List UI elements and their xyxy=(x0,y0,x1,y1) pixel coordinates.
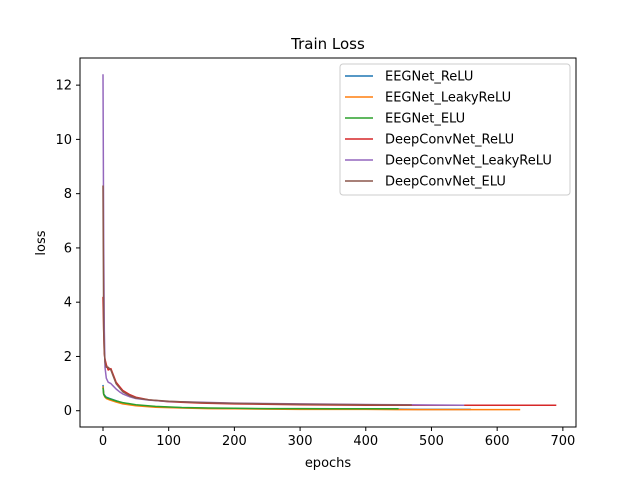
plot-area-frame xyxy=(79,57,577,428)
series-line-5 xyxy=(102,185,412,406)
y-tick-label-0: 0 xyxy=(64,404,72,419)
x-tick-label-7: 700 xyxy=(550,434,575,449)
x-tick-label-4: 400 xyxy=(353,434,378,449)
legend-label-0: EEGNet_ReLU xyxy=(385,70,473,85)
chart-title: Train Loss xyxy=(290,35,365,53)
x-tick-label-0: 0 xyxy=(99,434,107,449)
x-tick-label-1: 100 xyxy=(156,434,181,449)
legend-label-1: EEGNet_LeakyReLU xyxy=(385,91,511,106)
legend: EEGNet_ReLU EEGNet_LeakyReLU EEGNet_ELU Dee… xyxy=(339,63,571,196)
x-axis: 0 100 200 300 400 500 600 700 xyxy=(99,427,575,449)
legend-label-5: DeepConvNet_ELU xyxy=(385,175,506,190)
y-axis-label: loss xyxy=(34,230,49,255)
x-axis-label: epochs xyxy=(305,456,352,471)
legend-frame xyxy=(339,63,571,196)
y-tick-label-5: 10 xyxy=(55,133,72,148)
x-tick-label-3: 300 xyxy=(288,434,313,449)
x-tick-label-2: 200 xyxy=(222,434,247,449)
y-tick-label-4: 8 xyxy=(64,187,72,202)
y-tick-label-3: 6 xyxy=(64,241,72,256)
y-tick-label-6: 12 xyxy=(55,79,72,94)
y-axis: 0 2 4 6 8 10 12 xyxy=(55,79,80,419)
y-tick-label-2: 4 xyxy=(64,296,72,311)
x-tick-label-5: 500 xyxy=(419,434,444,449)
y-tick-label-1: 2 xyxy=(64,350,72,365)
x-tick-label-6: 600 xyxy=(485,434,510,449)
series-line-2 xyxy=(102,387,399,410)
legend-label-3: DeepConvNet_ReLU xyxy=(385,133,514,148)
legend-label-2: EEGNet_ELU xyxy=(385,112,465,127)
plot-lines xyxy=(102,74,557,411)
legend-label-4: DeepConvNet_LeakyReLU xyxy=(385,154,552,169)
